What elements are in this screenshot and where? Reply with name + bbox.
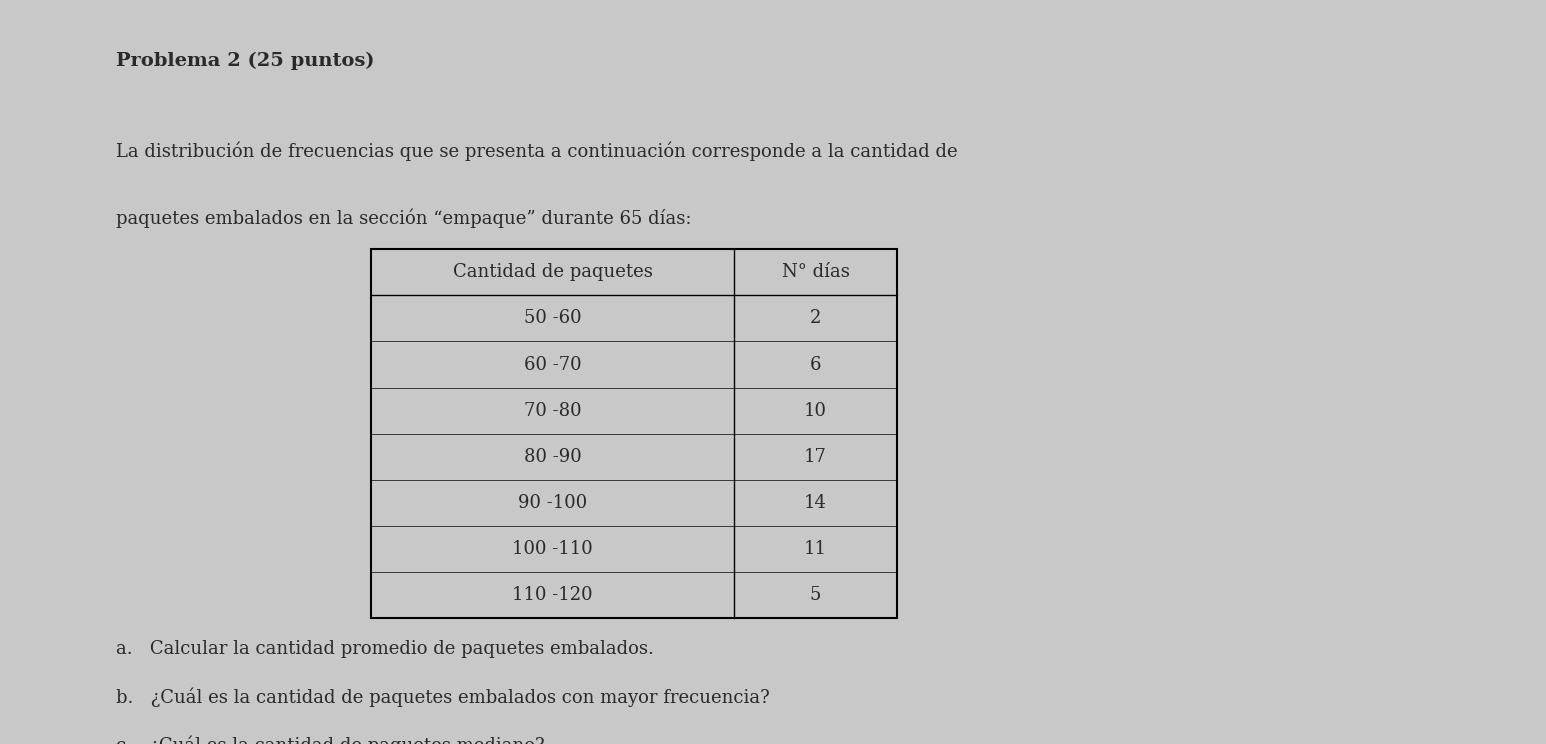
Text: 11: 11: [804, 540, 827, 558]
Text: b.   ¿Cuál es la cantidad de paquetes embalados con mayor frecuencia?: b. ¿Cuál es la cantidad de paquetes emba…: [116, 687, 770, 707]
Text: paquetes embalados en la sección “empaque” durante 65 días:: paquetes embalados en la sección “empaqu…: [116, 208, 691, 228]
Text: 50 -60: 50 -60: [524, 310, 581, 327]
Text: 10: 10: [804, 402, 827, 420]
Text: 14: 14: [804, 494, 827, 512]
Text: c.   ¿Cuál es la cantidad de paquetes mediano?: c. ¿Cuál es la cantidad de paquetes medi…: [116, 736, 544, 744]
Text: 80 -90: 80 -90: [524, 448, 581, 466]
Text: 110 -120: 110 -120: [512, 586, 594, 604]
Text: Problema 2 (25 puntos): Problema 2 (25 puntos): [116, 52, 374, 71]
Text: La distribución de frecuencias que se presenta a continuación corresponde a la c: La distribución de frecuencias que se pr…: [116, 141, 957, 161]
Text: 17: 17: [804, 448, 827, 466]
Text: 100 -110: 100 -110: [512, 540, 594, 558]
Text: 90 -100: 90 -100: [518, 494, 587, 512]
Text: 2: 2: [810, 310, 821, 327]
Text: 6: 6: [810, 356, 821, 373]
Text: Cantidad de paquetes: Cantidad de paquetes: [453, 263, 652, 281]
Text: 5: 5: [810, 586, 821, 604]
Text: 60 -70: 60 -70: [524, 356, 581, 373]
Text: N° días: N° días: [782, 263, 849, 281]
Text: 70 -80: 70 -80: [524, 402, 581, 420]
Text: a.   Calcular la cantidad promedio de paquetes embalados.: a. Calcular la cantidad promedio de paqu…: [116, 641, 654, 658]
